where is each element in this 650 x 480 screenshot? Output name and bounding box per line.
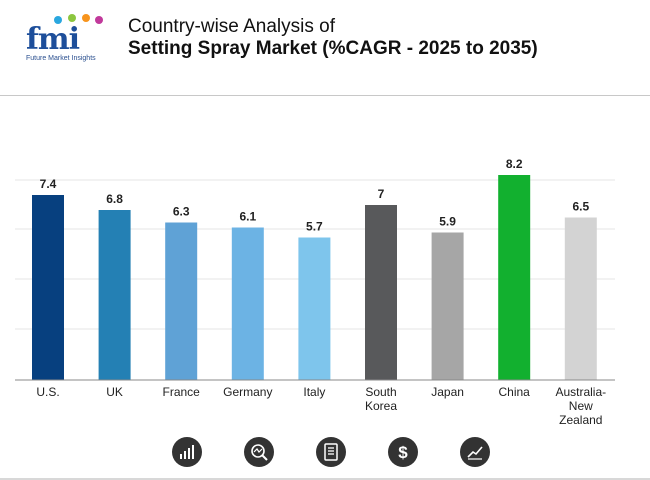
x-tick-label: U.S. bbox=[36, 385, 60, 399]
svg-text:$: $ bbox=[398, 443, 408, 462]
x-tick-label: China bbox=[498, 385, 530, 399]
x-tick-label: UK bbox=[106, 385, 123, 399]
bar-germany bbox=[231, 227, 264, 380]
data-label: 8.2 bbox=[506, 157, 523, 171]
header-divider bbox=[0, 95, 650, 96]
bar-chart: 7.4 6.8 6.3 6.1 5.7 7 5.9 8.2 6.5 bbox=[15, 157, 615, 381]
x-tick-label: Japan bbox=[431, 385, 464, 399]
logo-subtitle: Future Market Insights bbox=[26, 55, 96, 62]
data-label: 6.8 bbox=[106, 192, 123, 206]
chart-title-line1: Country-wise Analysis of bbox=[128, 16, 335, 37]
data-label: 7.4 bbox=[40, 177, 57, 191]
data-label: 6.3 bbox=[173, 205, 190, 219]
x-tick-label: South Korea bbox=[364, 385, 398, 413]
magnifier-chart-icon[interactable] bbox=[244, 437, 274, 467]
logo-wordmark: fmi bbox=[26, 22, 80, 57]
data-label: 6.5 bbox=[572, 200, 589, 214]
bar-uk bbox=[98, 210, 131, 380]
data-label: 6.1 bbox=[239, 210, 256, 224]
data-label: 5.9 bbox=[439, 215, 456, 229]
bar-chart-icon[interactable] bbox=[172, 437, 202, 467]
chart-title-line2: Setting Spray Market (%CAGR - 2025 to 20… bbox=[128, 38, 538, 59]
bar-italy bbox=[298, 237, 331, 380]
document-icon[interactable] bbox=[316, 437, 346, 467]
data-label: 7 bbox=[378, 187, 385, 201]
bar-france bbox=[165, 222, 198, 380]
bar-u-s- bbox=[32, 195, 64, 380]
bar-south-korea bbox=[365, 205, 397, 380]
fmi-logo: fmi Future Market Insights bbox=[24, 12, 108, 64]
footer-divider bbox=[0, 478, 650, 480]
dollar-icon[interactable]: $ bbox=[388, 437, 418, 467]
bar-australia-new-zealand bbox=[564, 217, 597, 380]
trend-chart-icon[interactable] bbox=[460, 437, 490, 467]
bar-china bbox=[498, 175, 531, 380]
x-tick-label: France bbox=[162, 385, 200, 399]
x-tick-label: Australia- New Zealand bbox=[555, 385, 607, 427]
x-tick-label: Germany bbox=[223, 385, 273, 399]
logo-person-icons bbox=[54, 14, 103, 24]
bar-japan bbox=[431, 232, 464, 380]
x-tick-label: Italy bbox=[303, 385, 326, 399]
data-label: 5.7 bbox=[306, 220, 323, 234]
